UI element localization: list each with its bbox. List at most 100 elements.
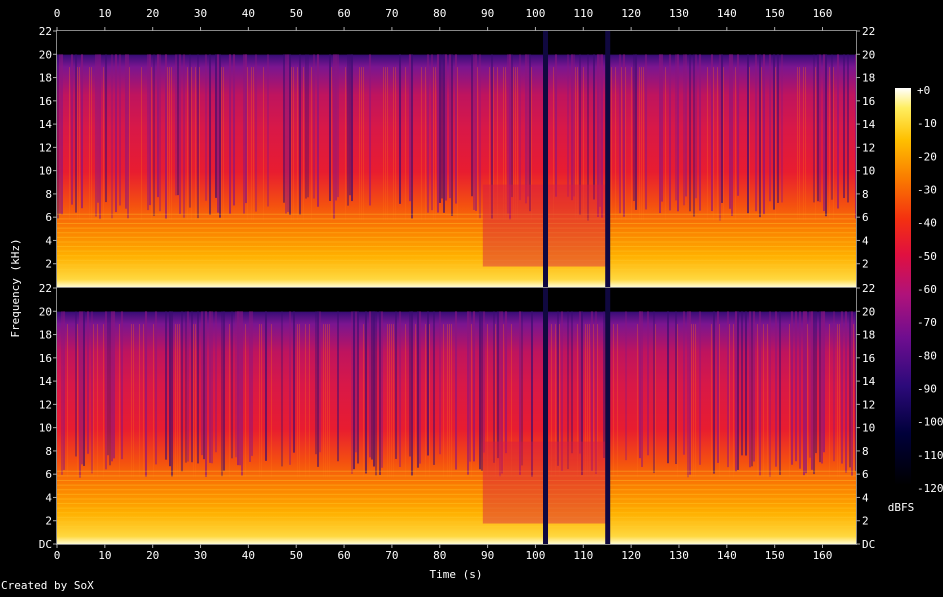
y-tick-left: 6 xyxy=(45,468,52,481)
colorbar-tick: -50 xyxy=(917,250,937,263)
x-tick-bottom: 100 xyxy=(526,549,546,562)
x-tick-bottom: 20 xyxy=(146,549,159,562)
x-tick-bottom: 150 xyxy=(765,549,785,562)
axis-ticks: 0 0 10 10 20 20 30 30 40 40 50 50 60 60 70 70 80 80 90 90 10… xyxy=(39,7,876,562)
colorbar-tick: -120 xyxy=(917,482,943,495)
x-tick-top: 60 xyxy=(337,7,350,20)
x-tick-top: 100 xyxy=(526,7,546,20)
y-tick-right: 2 xyxy=(862,515,869,528)
y-tick-right: 10 xyxy=(862,422,875,435)
y-tick-left: 16 xyxy=(39,95,52,108)
y-tick-left: 6 xyxy=(45,211,52,224)
x-tick-top: 40 xyxy=(242,7,255,20)
y-tick-left: 18 xyxy=(39,329,52,342)
x-tick-top: 50 xyxy=(290,7,303,20)
y-tick-right: 18 xyxy=(862,329,875,342)
x-tick-bottom: 30 xyxy=(194,549,207,562)
colorbar-tick: -30 xyxy=(917,184,937,197)
y-tick-left: 4 xyxy=(45,491,52,504)
colorbar-tick: -110 xyxy=(917,449,943,462)
x-tick-top: 150 xyxy=(765,7,785,20)
colorbar-tick: -10 xyxy=(917,117,937,130)
y-tick-right: 4 xyxy=(862,491,869,504)
x-tick-bottom: 160 xyxy=(813,549,833,562)
x-tick-bottom: 110 xyxy=(573,549,593,562)
x-tick-top: 20 xyxy=(146,7,159,20)
colorbar-tick: -70 xyxy=(917,316,937,329)
y-tick-left: 10 xyxy=(39,422,52,435)
y-tick-right: 18 xyxy=(862,72,875,85)
y-tick-right: 6 xyxy=(862,468,869,481)
y-tick-left: 2 xyxy=(45,515,52,528)
y-tick-left: 14 xyxy=(39,118,53,131)
y-tick-left: 8 xyxy=(45,445,52,458)
colorbar-tick: +0 xyxy=(917,84,930,97)
y-tick-left: 22 xyxy=(39,25,52,38)
y-tick-left: 20 xyxy=(39,305,52,318)
x-tick-top: 10 xyxy=(98,7,111,20)
y-tick-left: 10 xyxy=(39,165,52,178)
panel-frames xyxy=(56,30,857,545)
x-tick-bottom: 80 xyxy=(433,549,446,562)
y-tick-right: 14 xyxy=(862,118,876,131)
x-tick-bottom: 60 xyxy=(337,549,350,562)
x-tick-bottom: 50 xyxy=(290,549,303,562)
x-tick-bottom: 130 xyxy=(669,549,689,562)
y-tick-left: DC xyxy=(39,538,52,551)
colorbar-tick: -90 xyxy=(917,383,937,396)
x-tick-bottom: 0 xyxy=(54,549,61,562)
y-tick-right: 22 xyxy=(862,282,875,295)
y-tick-left: 12 xyxy=(39,398,52,411)
y-tick-right: 4 xyxy=(862,234,869,247)
y-tick-right: 12 xyxy=(862,398,875,411)
colorbar-tick: -40 xyxy=(917,217,937,230)
colorbar-tick: -100 xyxy=(917,416,943,429)
y-tick-left: 22 xyxy=(39,282,52,295)
x-tick-top: 80 xyxy=(433,7,446,20)
x-tick-top: 90 xyxy=(481,7,494,20)
y-tick-right: 16 xyxy=(862,95,875,108)
x-tick-top: 140 xyxy=(717,7,737,20)
texture-bottom xyxy=(57,288,856,544)
y-tick-right: 2 xyxy=(862,258,869,271)
x-axis-label: Time (s) xyxy=(430,568,483,581)
x-tick-top: 70 xyxy=(385,7,398,20)
y-tick-right: 14 xyxy=(862,375,876,388)
y-axis-label: Frequency (kHz) xyxy=(9,238,22,337)
footer-credit: Created by SoX xyxy=(1,579,94,592)
x-tick-top: 120 xyxy=(621,7,641,20)
colorbar-tick: -20 xyxy=(917,150,937,163)
y-tick-right: 20 xyxy=(862,305,875,318)
y-tick-right: 20 xyxy=(862,48,875,61)
x-tick-bottom: 10 xyxy=(98,549,111,562)
y-tick-right: 22 xyxy=(862,25,875,38)
y-tick-right: 16 xyxy=(862,352,875,365)
x-tick-top: 160 xyxy=(813,7,833,20)
y-tick-right: 8 xyxy=(862,445,869,458)
panel-frame-1 xyxy=(56,287,857,545)
y-tick-left: 12 xyxy=(39,141,52,154)
y-tick-left: 4 xyxy=(45,234,52,247)
colorbar-tick: -80 xyxy=(917,349,937,362)
y-tick-right: 12 xyxy=(862,141,875,154)
y-tick-right: 6 xyxy=(862,211,869,224)
y-tick-left: 16 xyxy=(39,352,52,365)
colorbar-ticks: +0 -10 -20 -30 -40 -50 -60 -70 -80 -90 -100 -110 -12… xyxy=(917,84,943,495)
y-tick-right: 8 xyxy=(862,188,869,201)
y-tick-right: 10 xyxy=(862,165,875,178)
y-tick-left: 18 xyxy=(39,72,52,85)
y-tick-right: DC xyxy=(862,538,875,551)
y-tick-left: 2 xyxy=(45,258,52,271)
x-tick-bottom: 40 xyxy=(242,549,255,562)
colorbar-tick: -60 xyxy=(917,283,937,296)
x-tick-bottom: 90 xyxy=(481,549,494,562)
texture-top xyxy=(57,31,856,287)
colorbar-label: dBFS xyxy=(888,501,915,514)
y-tick-left: 20 xyxy=(39,48,52,61)
x-tick-top: 30 xyxy=(194,7,207,20)
x-tick-bottom: 70 xyxy=(385,549,398,562)
x-tick-top: 0 xyxy=(54,7,61,20)
y-tick-left: 8 xyxy=(45,188,52,201)
x-tick-bottom: 140 xyxy=(717,549,737,562)
